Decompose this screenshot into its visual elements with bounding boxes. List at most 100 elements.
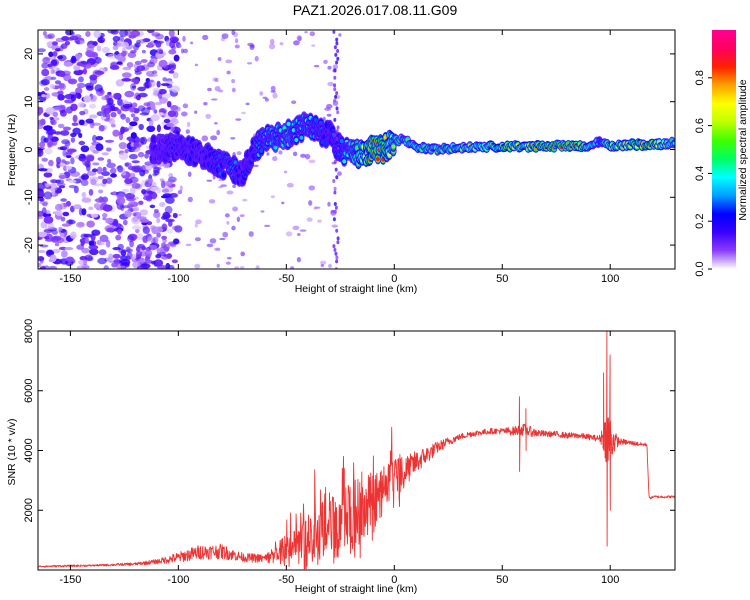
spectrogram-cell (139, 38, 146, 44)
spectrogram-cell (169, 192, 179, 198)
spectrogram-cell (163, 118, 171, 124)
spectrogram-cell (64, 161, 71, 165)
spectrogram-cell (335, 140, 339, 145)
spectrogram-cell (313, 64, 320, 68)
spectrogram-cell (57, 94, 65, 101)
spectrogram-cell (61, 223, 71, 227)
spectrogram-cell (45, 209, 51, 215)
spectrogram-cell (38, 182, 46, 191)
spectrogram-cell (338, 33, 342, 37)
spectrogram-cell (62, 211, 70, 217)
spectrogram-cell (333, 159, 337, 164)
spectrogram-x-label: Height of straight line (km) (295, 283, 418, 295)
spectrogram-cell (79, 110, 86, 116)
spectrogram-cell (294, 137, 299, 143)
spectrogram-y-ticks: -20 -10 0 10 20 (23, 48, 675, 253)
spectrogram-cell (336, 156, 340, 161)
spectrogram-cell (227, 257, 232, 260)
spectrogram-cell (182, 103, 189, 109)
snr-panel: -150 -100 -50 0 50 100 2000 4000 6000 8000 Heigh… (6, 319, 676, 595)
spectrogram-cell (100, 112, 106, 121)
spectrogram-cell (84, 237, 90, 244)
x-tick-label: -100 (167, 273, 189, 285)
spectrogram-cell (83, 233, 93, 238)
spectrogram-cell (43, 216, 54, 224)
spectrogram-cell (154, 226, 163, 233)
spectrogram-cell (104, 139, 115, 143)
spectrogram-cell (44, 34, 53, 39)
spectrogram-cell (102, 204, 113, 212)
spectrogram-cell (183, 48, 188, 54)
spectrogram-cell (335, 259, 339, 264)
spectrogram-cell (141, 189, 147, 195)
spectrogram-cell (56, 104, 66, 110)
spectrogram-cell (231, 79, 236, 84)
spectrogram-cell (133, 79, 140, 85)
spectrogram-cell (334, 205, 338, 210)
spectrogram-cell (334, 94, 338, 99)
spectrogram-cell (140, 59, 148, 63)
spectrogram-cell (266, 152, 270, 156)
spectrogram-cell (158, 112, 164, 116)
spectrogram-cell (58, 83, 65, 89)
spectrogram-cell (94, 84, 103, 92)
spectrogram-cell (170, 118, 179, 125)
spectrogram-cell (131, 160, 140, 164)
spectrogram-cell (73, 185, 79, 194)
spectrogram-y-label: Frequency (Hz) (6, 114, 18, 186)
spectrogram-cell (150, 191, 158, 200)
spectrogram-cell (88, 189, 94, 196)
snr-x-ticks: -150 -100 -50 0 50 100 (59, 331, 619, 586)
spectrogram-cell (132, 216, 139, 223)
spectrogram-cell (128, 106, 135, 113)
spectrogram-cell (279, 42, 284, 46)
spectrogram-cell (68, 184, 76, 189)
spectrogram-cell (236, 216, 241, 223)
spectrogram-cell (136, 265, 146, 269)
spectrogram-cell (262, 96, 268, 100)
spectrogram-cell (64, 99, 74, 104)
spectrogram-cell (118, 142, 128, 150)
spectrogram-cell (91, 122, 102, 126)
spectrogram-cell (221, 33, 229, 39)
spectrogram-cell (234, 44, 240, 49)
spectrogram-cell (40, 265, 46, 269)
spectrogram-cell (214, 86, 221, 92)
spectrogram-cell (83, 95, 91, 103)
spectrogram-cell (43, 87, 50, 91)
spectrogram-cell (216, 129, 221, 136)
spectrogram-cell (205, 113, 211, 119)
spectrogram-cell (72, 127, 81, 135)
spectrogram-cell (121, 78, 132, 82)
spectrogram-cell (63, 126, 71, 131)
spectrogram-cell (80, 241, 85, 247)
spectrogram-cell (75, 87, 83, 95)
spectrogram-cell (187, 196, 193, 203)
spectrogram-cell (281, 201, 285, 205)
spectrogram-cell (161, 242, 167, 249)
spectrogram-cell (167, 264, 175, 269)
spectrogram-cell (155, 101, 162, 106)
spectrogram-cell (186, 121, 191, 128)
spectrogram-cell (206, 243, 214, 248)
spectrogram-cell (165, 196, 175, 204)
spectrogram-cell (120, 258, 131, 266)
spectrogram-cell (88, 206, 94, 211)
spectrogram-cell (122, 66, 132, 71)
spectrogram-cell (118, 132, 124, 141)
spectrogram-cell (73, 204, 82, 210)
spectrogram-cell (311, 44, 316, 47)
spectrogram-cells (38, 30, 675, 269)
spectrogram-cell (245, 102, 250, 106)
spectrogram-cell (102, 213, 108, 218)
spectrogram-cell (273, 145, 278, 150)
spectrogram-cell (49, 116, 54, 120)
spectrogram-cell (332, 217, 336, 222)
spectrogram-cell (43, 172, 53, 178)
spectrogram-cell (185, 129, 190, 135)
spectrogram-x-ticks: -150 -100 -50 0 50 100 (59, 30, 619, 285)
spectrogram-cell (156, 80, 161, 88)
spectrogram-cell (292, 151, 298, 157)
spectrogram-cell (101, 152, 110, 156)
spectrogram-cell (45, 107, 56, 115)
